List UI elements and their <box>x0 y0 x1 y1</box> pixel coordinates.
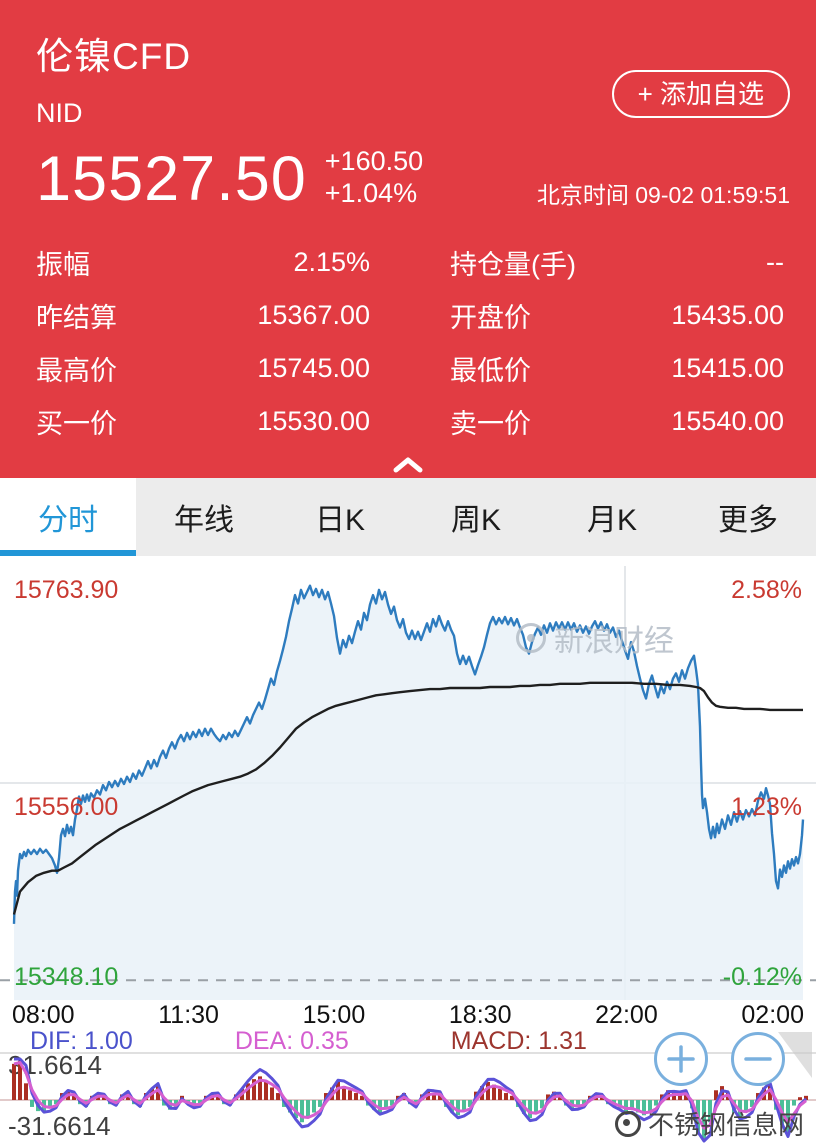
tab-2[interactable]: 日K <box>314 504 365 537</box>
y-min-pct-label: -0.12% <box>722 963 802 991</box>
sina-finance-watermark: 新浪财经 <box>516 616 674 660</box>
stat-row-5: 最低价 15415.00 <box>450 342 784 395</box>
dea-value: DEA: 0.35 <box>234 1026 349 1055</box>
price-chart-canvas[interactable] <box>0 566 816 1000</box>
stat-label: 最低价 <box>450 356 531 386</box>
macd-value: MACD: 1.31 <box>450 1026 587 1055</box>
tab-4[interactable]: 月K <box>586 504 637 537</box>
stat-value: 15367.00 <box>257 300 370 330</box>
stat-row-7: 卖一价 15540.00 <box>450 395 784 448</box>
time-axis: 08:00 11:30 15:00 18:30 22:00 02:00 <box>0 1000 816 1030</box>
average-line <box>12 681 803 915</box>
time-tick-1: 11:30 <box>158 1000 219 1029</box>
period-tabs: 分时 年线 日K 周K 月K 更多 <box>0 478 816 556</box>
y-min-price-label: 15348.10 <box>14 963 119 991</box>
footer-watermark-logo-icon <box>614 1110 641 1137</box>
stat-label: 买一价 <box>36 409 117 439</box>
stat-value: 2.15% <box>293 247 370 277</box>
change-percent: +1.04% <box>324 178 418 208</box>
tab-0[interactable]: 分时 <box>0 478 136 556</box>
y-max-pct-label: 2.58% <box>731 576 802 604</box>
time-tick-4: 22:00 <box>595 1000 658 1029</box>
time-tick-5: 02:00 <box>741 1000 804 1029</box>
tab-1[interactable]: 年线 <box>174 504 234 537</box>
change-value: +160.50 <box>324 146 424 176</box>
stat-value: 15435.00 <box>671 300 784 330</box>
y-mid-price-label: 15556.00 <box>14 793 119 821</box>
tab-3[interactable]: 周K <box>450 504 501 537</box>
stat-label: 开盘价 <box>450 303 531 333</box>
time-tick-3: 18:30 <box>448 1000 512 1029</box>
chevron-up-icon <box>393 457 423 473</box>
y-max-price-label: 15763.90 <box>14 576 119 604</box>
zoom-out-button[interactable] <box>731 1032 785 1086</box>
dif-line <box>14 1057 808 1143</box>
dif-value: DIF: 1.00 <box>30 1026 133 1055</box>
symbol-code: NID <box>36 98 83 128</box>
tab-5[interactable]: 更多 <box>718 504 778 537</box>
stat-value: 15415.00 <box>671 353 784 383</box>
macd-header: DIF: 1.00 DEA: 0.35 MACD: 1.31 <box>0 1026 816 1055</box>
plus-icon <box>667 1045 695 1073</box>
stat-value: 15745.00 <box>257 353 370 383</box>
macd-pane: 31.6614 -31.6614 <box>0 1050 816 1144</box>
time-tick-0: 08:00 <box>12 1000 75 1029</box>
stat-label: 持仓量(手) <box>450 250 576 280</box>
footer-watermark-text: 不锈钢信息网 <box>647 1110 804 1140</box>
last-price: 15527.50 <box>36 143 307 214</box>
price-line <box>12 584 805 924</box>
stat-label: 卖一价 <box>450 409 531 439</box>
macd-min-label: -31.6614 <box>8 1111 111 1141</box>
dea-line <box>13 1061 807 1130</box>
price-area-fill <box>14 585 803 1000</box>
macd-chart-canvas[interactable] <box>0 1056 816 1144</box>
stat-row-1: 持仓量(手) -- <box>450 236 784 289</box>
add-watchlist-button[interactable]: + 添加自选 <box>611 70 790 118</box>
sina-logo-icon <box>516 623 546 653</box>
site-watermark: 不锈钢信息网 <box>614 1105 804 1142</box>
quote-header: 伦镍CFD NID + 添加自选 15527.50 +160.50 +1.04%… <box>0 0 816 478</box>
stat-label: 最高价 <box>36 356 117 386</box>
collapse-chevron[interactable] <box>0 456 816 474</box>
title-block: 伦镍CFD NID <box>36 26 191 129</box>
stat-label: 昨结算 <box>36 303 117 333</box>
stat-label: 振幅 <box>36 250 90 280</box>
beijing-time: 北京时间 09-02 01:59:51 <box>536 182 790 208</box>
minute-chart: 15763.90 2.58% 15556.00 1.23% 15348.10 -… <box>0 556 816 1000</box>
stats-grid: 振幅 2.15% 持仓量(手) -- 昨结算 15367.00 开盘价 15435.00 最高价… <box>36 236 790 448</box>
minus-icon <box>744 1057 772 1061</box>
stat-value: -- <box>766 247 784 277</box>
sina-watermark-text: 新浪财经 <box>554 625 674 658</box>
time-tick-2: 15:00 <box>302 1000 366 1029</box>
stat-row-4: 最高价 15745.00 <box>36 342 370 395</box>
stat-value: 15530.00 <box>257 406 370 436</box>
page-title: 伦镍CFD <box>36 36 192 77</box>
stat-row-2: 昨结算 15367.00 <box>36 289 370 342</box>
stat-row-3: 开盘价 15435.00 <box>450 289 784 342</box>
stat-value: 15540.00 <box>671 406 784 436</box>
y-mid-pct-label: 1.23% <box>731 793 802 821</box>
change-block: +160.50 +1.04% <box>325 145 423 212</box>
stat-row-0: 振幅 2.15% <box>36 236 370 289</box>
stat-row-6: 买一价 15530.00 <box>36 395 370 448</box>
zoom-in-button[interactable] <box>654 1032 708 1086</box>
